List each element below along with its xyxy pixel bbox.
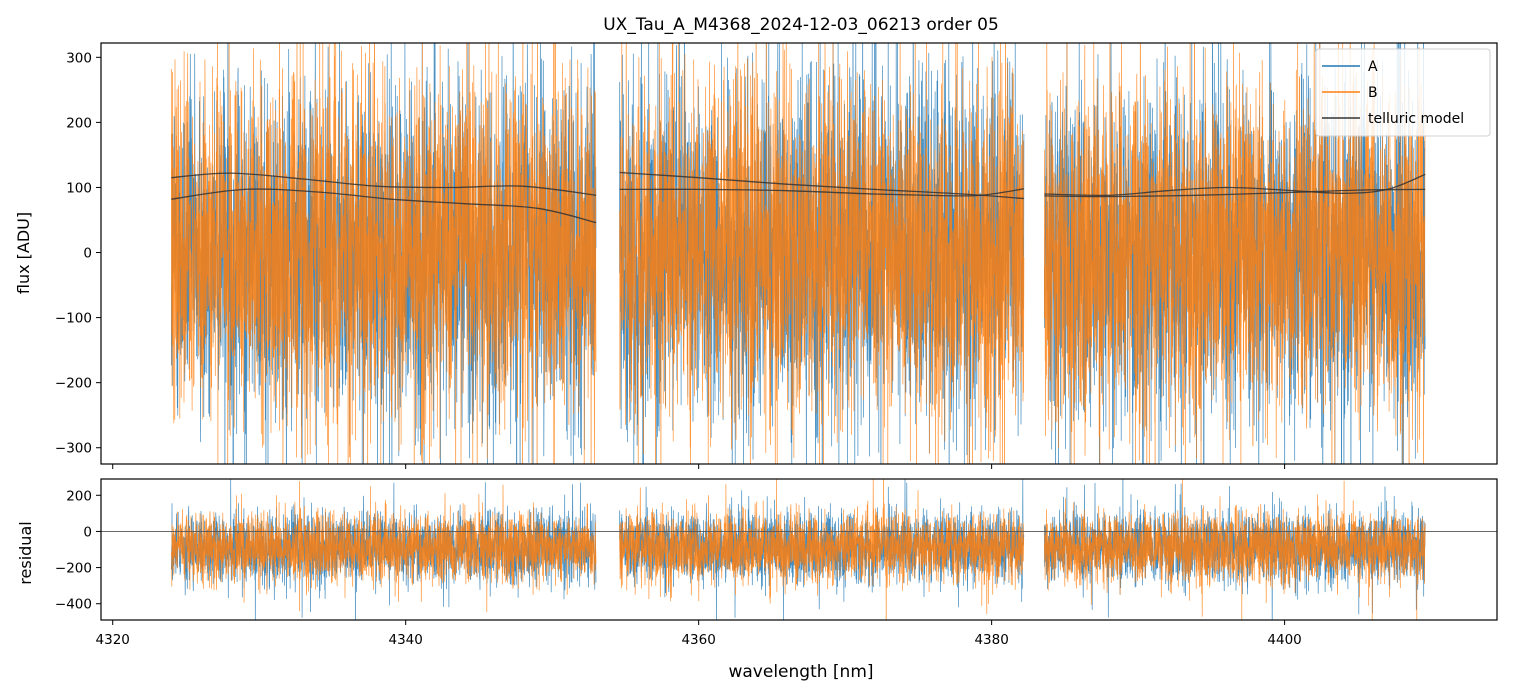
residual-ytick-label: −400: [55, 597, 92, 613]
flux-ytick-label: 100: [66, 180, 92, 196]
telluric-model-curve-2: [171, 188, 597, 224]
telluric-model-curve-6: [1044, 188, 1426, 198]
legend-box: [1315, 48, 1491, 137]
wavelength-xtick-label: 4360: [681, 632, 715, 648]
residual-ytick-label: 0: [83, 524, 92, 540]
flux-series-b-segment-3: [1044, 43, 1426, 464]
wavelength-xtick-label: 4320: [96, 632, 130, 648]
residual-series-b-segment-3: [1044, 479, 1426, 620]
residual-axis-label: residual: [16, 521, 35, 584]
flux-panel: −300 −200 −100 0 100 200 300 flux [ADU] A B te…: [14, 42, 1498, 469]
wavelength-xtick-label: 4340: [389, 632, 423, 648]
residual-ytick-label: −200: [55, 561, 92, 577]
flux-panel-frame: [100, 42, 1498, 465]
telluric-model-curve-1: [171, 172, 597, 196]
flux-series-b-segment-2: [619, 43, 1025, 464]
legend-label-b: B: [1368, 85, 1378, 101]
telluric-model-curve-4: [619, 188, 1024, 197]
residual-series-b-segment-1: [170, 481, 597, 613]
flux-ytick-label: −200: [55, 376, 92, 392]
flux-ytick-label: −100: [55, 311, 92, 327]
residual-panel-frame: [100, 478, 1498, 621]
wavelength-axis-label: wavelength [nm]: [728, 662, 873, 682]
legend-label-telluric-model: telluric model: [1368, 111, 1464, 127]
legend: A B telluric model: [1315, 48, 1491, 137]
flux-ytick-label: 200: [66, 115, 92, 131]
wavelength-xtick-label: 4380: [974, 632, 1008, 648]
flux-ytick-label: 0: [83, 246, 92, 262]
residual-ytick-label: 200: [66, 488, 92, 504]
residual-series-b-segment-2: [619, 479, 1025, 620]
wavelength-xtick-label: 4400: [1267, 632, 1301, 648]
chart-title: UX_Tau_A_M4368_2024-12-03_06213 order 05: [603, 15, 999, 35]
flux-ytick-label: −300: [55, 441, 92, 457]
legend-label-a: A: [1368, 59, 1378, 75]
flux-series-b-segment-1: [170, 43, 597, 464]
telluric-model-curve-3: [619, 171, 1024, 200]
residual-panel: −400 −200 0 200 4320 4340 4360 4380 4400 residu…: [16, 478, 1498, 682]
flux-axis-label: flux [ADU]: [14, 212, 33, 294]
flux-ytick-label: 300: [66, 50, 92, 66]
